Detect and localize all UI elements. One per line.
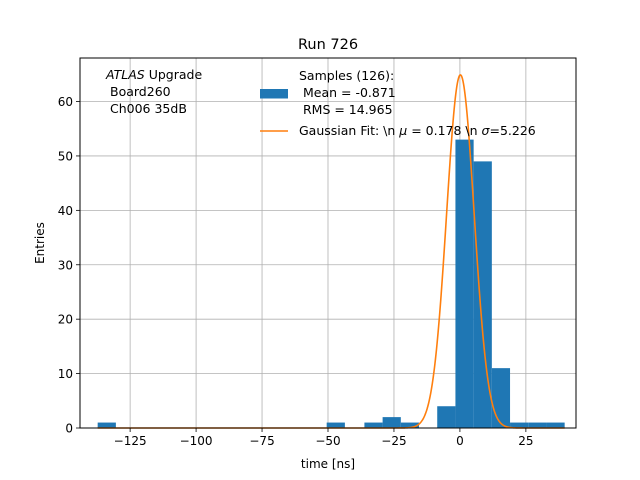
x-axis-ticks: −125 −100 −75 −50 −25 0 25 (114, 428, 534, 448)
y-tick-label: 50 (58, 149, 73, 163)
y-tick-label: 20 (58, 313, 73, 327)
y-tick-label: 60 (58, 95, 73, 109)
y-tick-label: 0 (65, 422, 73, 436)
x-tick-label: −50 (315, 434, 340, 448)
annotation-board: Board260 (110, 84, 171, 99)
annotation-italic: ATLAS (105, 67, 145, 82)
x-tick-label: 25 (518, 434, 533, 448)
annotation-channel: Ch006 35dB (110, 101, 187, 116)
y-tick-label: 10 (58, 367, 73, 381)
annotation-upgrade: Upgrade (145, 67, 203, 82)
histogram-bar (491, 368, 511, 428)
legend-hist-line-2: Mean = -0.871 (299, 85, 396, 100)
y-tick-label: 40 (58, 204, 73, 218)
atlas-annotation: ATLAS Upgrade Board260 Ch006 35dB (105, 67, 202, 116)
svg-text:ATLAS Upgrade: ATLAS Upgrade (105, 67, 202, 82)
histogram-bar (364, 422, 383, 428)
y-tick-label: 30 (58, 258, 73, 272)
histogram-bars (97, 139, 565, 428)
histogram-bar (382, 417, 401, 428)
legend-hist-line-1: Samples (126): (299, 68, 394, 83)
histogram-bar (455, 139, 474, 428)
legend-hist-swatch (260, 89, 288, 99)
histogram-bar (528, 422, 547, 428)
x-axis-label: time [ns] (301, 457, 355, 471)
histogram-bar (97, 422, 116, 428)
y-axis-label: Entries (33, 222, 47, 264)
histogram-bar (510, 422, 529, 428)
chart-title: Run 726 (298, 37, 358, 53)
histogram-bar (400, 422, 420, 428)
histogram-bar (437, 406, 456, 428)
x-tick-label: 0 (456, 434, 464, 448)
x-tick-label: −125 (114, 434, 147, 448)
legend-hist-line-3: RMS = 14.965 (299, 102, 393, 117)
x-tick-label: −100 (180, 434, 213, 448)
legend-fit-mu-value: = 0.178 \n (407, 123, 481, 138)
x-tick-label: −75 (249, 434, 274, 448)
legend-fit-prefix: Gaussian Fit: \n (299, 123, 399, 138)
x-tick-label: −25 (381, 434, 406, 448)
histogram-bar (473, 161, 492, 428)
legend-fit-label: Gaussian Fit: \n μ = 0.178 \n σ=5.226 (299, 123, 536, 138)
histogram-bar (326, 422, 345, 428)
y-axis-ticks: 0 10 20 30 40 50 60 (58, 95, 80, 436)
legend-fit-sigma-value: =5.226 (489, 123, 535, 138)
legend: Samples (126): Mean = -0.871 RMS = 14.96… (260, 68, 536, 138)
legend-fit-sigma-symbol: σ (482, 123, 491, 138)
histogram-bar (546, 422, 565, 428)
legend-fit-mu-symbol: μ (398, 123, 407, 138)
